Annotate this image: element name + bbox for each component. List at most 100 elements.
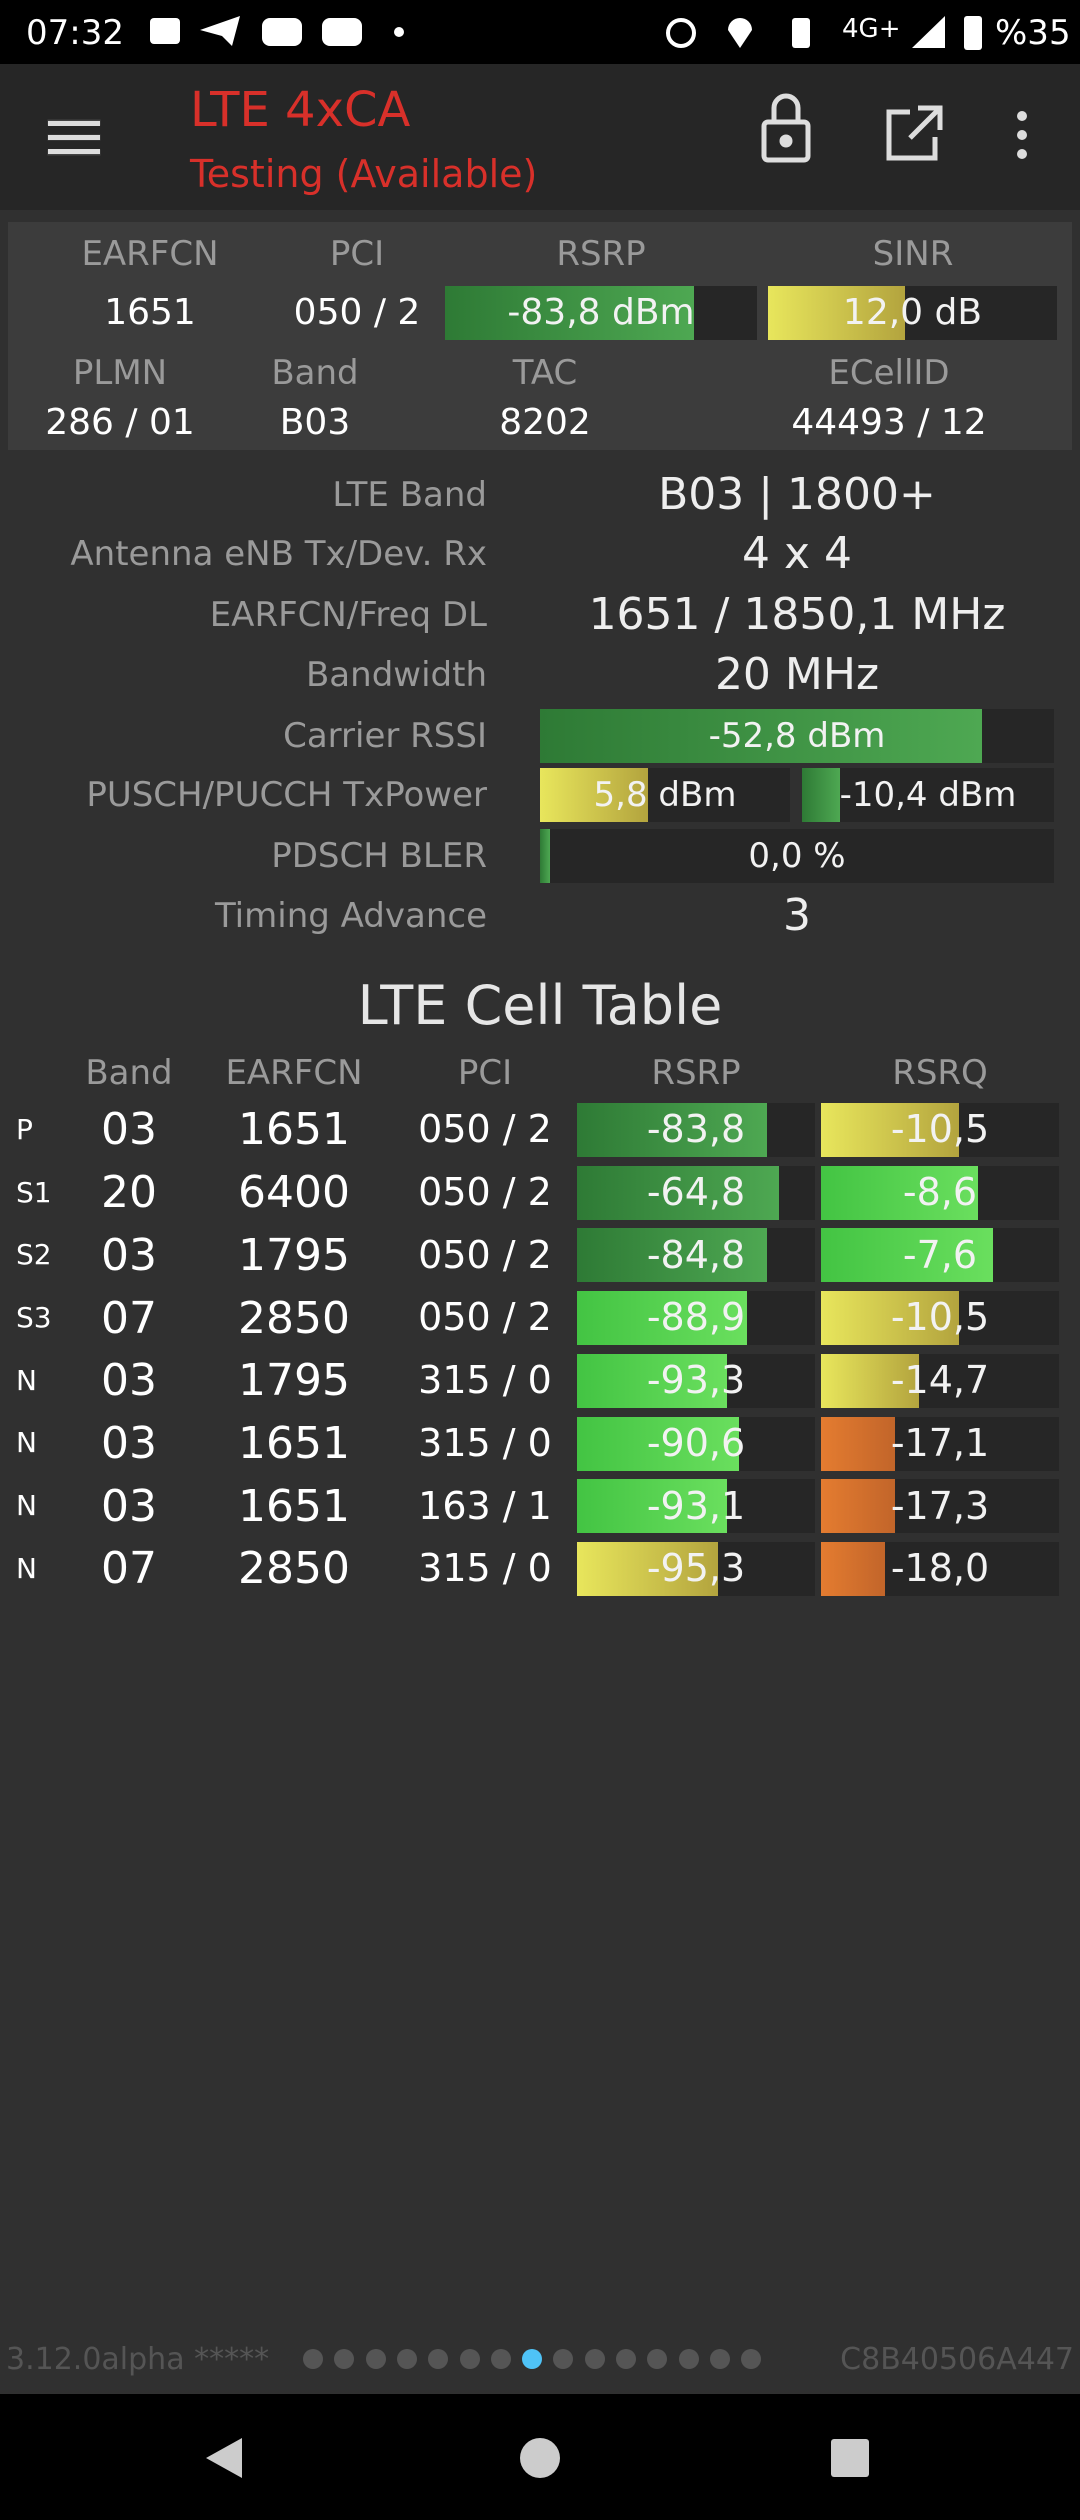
- table-title: LTE Cell Table: [357, 973, 723, 1037]
- meter-fill: [577, 1353, 727, 1408]
- page-dot[interactable]: [490, 2349, 511, 2369]
- serving-value: 8202: [499, 401, 591, 443]
- meter-value: -95,3: [646, 1546, 746, 1591]
- cell-band: 03: [101, 1104, 157, 1156]
- meter-bar: [802, 768, 1054, 822]
- cell-type: N: [16, 1551, 37, 1585]
- meter-value: -52,8 dBm: [708, 715, 886, 756]
- table-header: PCI: [457, 1052, 513, 1093]
- more-button[interactable]: [1017, 111, 1027, 159]
- app-title: LTE 4xCA: [190, 81, 411, 138]
- serving-header: PLMN: [72, 352, 168, 393]
- meter-bar: [540, 709, 1054, 763]
- detail-value: 1651 / 1850,1 MHz: [588, 589, 1006, 641]
- page-dot[interactable]: [459, 2349, 480, 2369]
- meter-value: -88,9: [646, 1295, 746, 1340]
- meter-bar: [577, 1291, 815, 1346]
- detail-label: PDSCH BLER: [271, 835, 487, 876]
- battery-icon: [964, 16, 982, 50]
- meter-value: -14,7: [890, 1358, 990, 1403]
- app-subtitle: Testing (Available): [190, 152, 538, 197]
- page-dot[interactable]: [616, 2349, 636, 2369]
- meter-bar: [540, 829, 1054, 883]
- signal-icon: [912, 16, 945, 48]
- meter-bar: [821, 1165, 1059, 1220]
- cell-type: N: [16, 1426, 37, 1460]
- page-dot[interactable]: [741, 2349, 762, 2369]
- page-dot[interactable]: [584, 2349, 605, 2369]
- meter-value: -7,6: [902, 1232, 978, 1277]
- cell-band: 03: [101, 1480, 157, 1532]
- meter-bar: [821, 1228, 1059, 1283]
- cell-type: P: [16, 1112, 33, 1146]
- meter-fill: [821, 1353, 919, 1408]
- meter-bar: [445, 286, 757, 340]
- cell-earfcn: 1651: [238, 1480, 350, 1532]
- meter-value: -90,6: [646, 1420, 746, 1465]
- meter-fill: [577, 1541, 718, 1596]
- menu-button[interactable]: [48, 121, 100, 154]
- cell-earfcn: 1651: [238, 1104, 350, 1156]
- serving-header: EARFCN: [81, 233, 219, 274]
- back-button[interactable]: [206, 2438, 242, 2478]
- meter-bar: [821, 1291, 1059, 1346]
- cell-pci: 315 / 0: [418, 1420, 552, 1465]
- meter-bar: [821, 1353, 1059, 1408]
- notification-icon: [150, 18, 180, 44]
- meter-value: -64,8: [646, 1170, 746, 1214]
- cell-earfcn: 6400: [238, 1167, 350, 1219]
- page-dot[interactable]: [428, 2349, 449, 2369]
- meter-fill: [577, 1103, 767, 1157]
- youtube-icon: [322, 18, 362, 46]
- meter-bar: [821, 1541, 1059, 1596]
- vibrate-icon: [792, 18, 810, 48]
- cell-earfcn: 2850: [238, 1292, 350, 1344]
- page-dot[interactable]: [678, 2349, 699, 2369]
- meter-bar: [577, 1228, 815, 1283]
- detail-label: Antenna eNB Tx/Dev. Rx: [70, 533, 487, 574]
- detail-value: 4 x 4: [742, 528, 852, 580]
- cell-band: 03: [101, 1229, 157, 1281]
- meter-bar: [577, 1479, 815, 1534]
- dot-icon: [394, 27, 404, 37]
- cell-pci: 315 / 0: [418, 1358, 552, 1403]
- cell-type: S2: [16, 1238, 52, 1272]
- cell-pci: 315 / 0: [418, 1546, 552, 1591]
- cell-pci: 050 / 2: [418, 1295, 552, 1340]
- home-button[interactable]: [520, 2438, 560, 2478]
- page-dot[interactable]: [522, 2349, 543, 2369]
- table-header: RSRQ: [892, 1052, 988, 1093]
- meter-value: -17,1: [890, 1420, 990, 1465]
- meter-bar: [577, 1416, 815, 1471]
- detail-label: Bandwidth: [305, 654, 487, 695]
- meter-value: -83,8 dBm: [507, 291, 695, 333]
- lock-button[interactable]: [761, 93, 811, 163]
- meter-bar: [540, 768, 790, 822]
- alarm-icon: [666, 18, 696, 48]
- serving-value: 286 / 01: [45, 401, 195, 443]
- meter-fill: [802, 768, 840, 822]
- clock: 07:32: [26, 12, 124, 53]
- share-button[interactable]: [886, 105, 943, 161]
- meter-fill: [540, 709, 982, 763]
- meter-value: -83,8: [646, 1107, 746, 1152]
- page-dot[interactable]: [647, 2349, 668, 2369]
- table-header: RSRP: [651, 1052, 741, 1093]
- youtube-icon: [262, 18, 302, 46]
- page-dot[interactable]: [396, 2349, 417, 2369]
- meter-bar: [821, 1416, 1059, 1471]
- meter-bar: [577, 1353, 815, 1408]
- page-dot[interactable]: [709, 2349, 730, 2369]
- cell-type: N: [16, 1363, 37, 1397]
- meter-bar: [577, 1541, 815, 1596]
- version: 3.12.0alpha *****: [6, 2341, 270, 2377]
- recents-button[interactable]: [831, 2439, 869, 2477]
- page-dot[interactable]: [553, 2349, 574, 2369]
- page-dot[interactable]: [365, 2349, 386, 2369]
- serving-header: TAC: [512, 352, 578, 393]
- meter-fill: [577, 1416, 739, 1471]
- page-dot[interactable]: [303, 2349, 323, 2369]
- page-dot[interactable]: [334, 2349, 355, 2369]
- serving-header: PCI: [329, 233, 385, 274]
